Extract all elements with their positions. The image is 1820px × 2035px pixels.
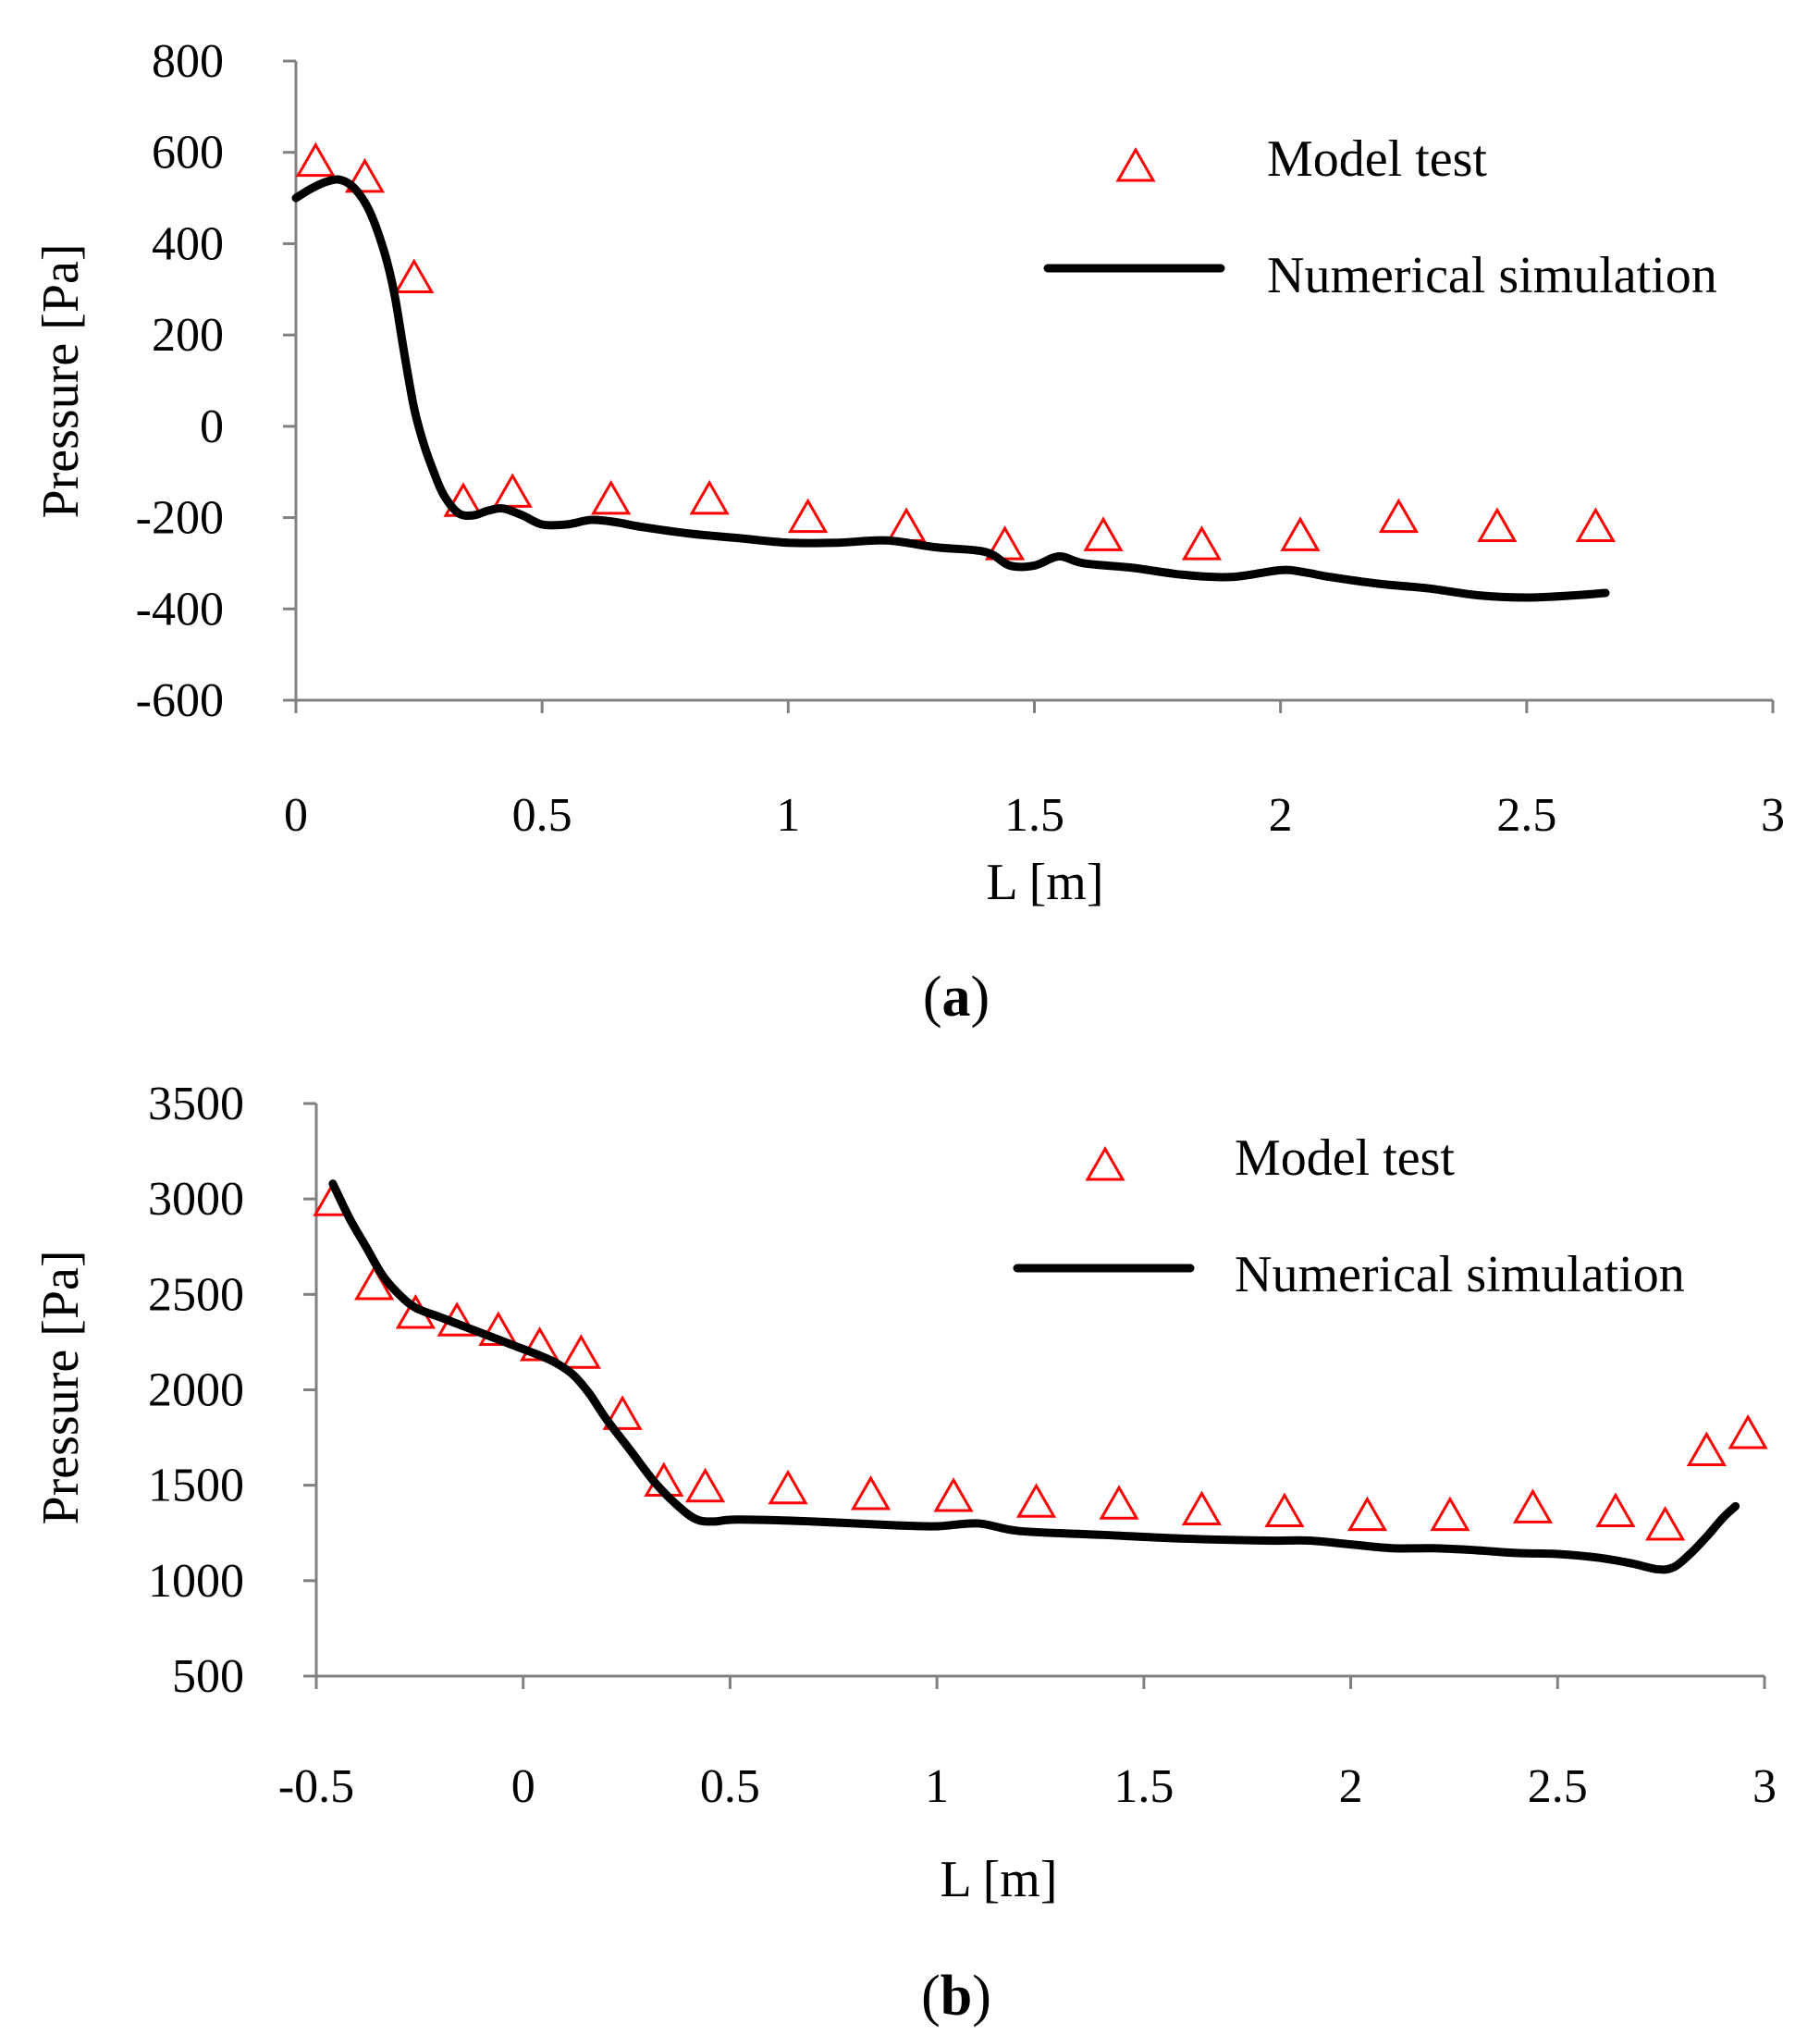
y-axis-title: Pressure [Pa] (32, 243, 90, 518)
model-test-marker (1686, 1431, 1727, 1467)
model-test-marker (1512, 1488, 1554, 1523)
model-test-marker (788, 498, 829, 534)
model-test-marker (1347, 1496, 1388, 1532)
model-test-marker (768, 1469, 808, 1505)
model-test-marker (1099, 1485, 1139, 1520)
model-test-marker (1015, 1483, 1057, 1518)
model-test-marker (1575, 507, 1616, 542)
x-tick-label: 0 (511, 1760, 535, 1813)
model-test-marker (478, 1311, 519, 1347)
numerical-simulation-line (291, 175, 1610, 602)
x-tick-label: -0.5 (278, 1760, 354, 1813)
numerical-simulation-line (328, 1179, 1740, 1574)
model-test-marker (1595, 1492, 1636, 1528)
model-test-marker (850, 1474, 892, 1511)
model-test-marker (602, 1395, 643, 1430)
legend-numerical-simulation-label: Numerical simulation (1267, 247, 1717, 304)
y-tick-label: -600 (136, 674, 224, 727)
x-tick-label: 0.5 (700, 1760, 760, 1813)
y-tick-label: 200 (152, 309, 224, 362)
y-tick-label: 800 (152, 35, 224, 88)
legend-model-test-marker (1085, 1145, 1125, 1181)
model-test-marker (591, 479, 632, 515)
x-axis-title: L [m] (987, 854, 1104, 911)
y-tick-label: 2000 (148, 1364, 244, 1417)
legend-model-test-label: Model test (1267, 130, 1487, 188)
panel-label: (b) (921, 1965, 991, 2028)
chart-panel-b: 3500 3000 2500 2000 1500 1000 500 -0.5 0 0.5 1 1.5 2… (32, 1078, 1777, 2028)
model-test-marker (1430, 1496, 1470, 1532)
x-tick-label: 3 (1752, 1760, 1777, 1813)
x-tick-label: 0.5 (512, 789, 572, 842)
x-tick-label: 2 (1269, 789, 1293, 842)
model-test-marker (1181, 525, 1223, 561)
model-test-marker (689, 479, 730, 515)
x-tick-label: 1 (776, 789, 800, 842)
y-tick-label: 3500 (148, 1078, 244, 1130)
legend-model-test-marker (1115, 146, 1156, 182)
y-tick-label: 600 (152, 127, 224, 179)
y-tick-label: 400 (152, 217, 224, 270)
chart-panel-a: 800 600 400 200 0 -200 -400 -600 0 0.5 1 1.5 2 2.5 3 Pr… (32, 35, 1785, 1029)
model-test-marker (394, 258, 435, 293)
model-test-marker (684, 1467, 726, 1503)
x-axis-title: L [m] (941, 1851, 1058, 1908)
model-test-marker (1083, 516, 1124, 551)
model-test-marker (1378, 498, 1420, 534)
x-tick-label: 1.5 (1004, 789, 1064, 842)
x-tick-label: 0 (284, 789, 308, 842)
panel-label: (a) (923, 966, 990, 1029)
model-test-marker (344, 157, 386, 193)
x-tick-label: 3 (1761, 789, 1785, 842)
legend-numerical-simulation-label: Numerical simulation (1235, 1246, 1685, 1303)
model-test-marker (354, 1265, 395, 1301)
y-tick-label: 3000 (148, 1173, 244, 1226)
y-tick-label: -400 (136, 583, 224, 635)
x-tick-label: 2.5 (1496, 789, 1556, 842)
model-test-marker (295, 142, 336, 178)
model-test-marker (1728, 1413, 1768, 1449)
y-tick-label: 2500 (148, 1268, 244, 1321)
y-axis-title: Pressure [Pa] (32, 1250, 90, 1524)
y-tick-label: 0 (200, 401, 224, 453)
x-tick-label: 2 (1339, 1760, 1363, 1813)
x-tick-label: 1.5 (1113, 1760, 1174, 1813)
model-test-marker (492, 473, 533, 508)
model-test-marker (1264, 1492, 1305, 1528)
x-tick-label: 1 (925, 1760, 949, 1813)
y-tick-label: 1500 (148, 1460, 244, 1512)
y-tick-label: 1000 (148, 1555, 244, 1608)
model-test-marker (933, 1477, 974, 1512)
model-test-marker (1477, 507, 1518, 542)
y-tick-label: -200 (136, 492, 224, 545)
y-tick-label: 500 (172, 1650, 244, 1703)
legend-model-test-label: Model test (1235, 1129, 1455, 1187)
model-test-marker (1181, 1490, 1223, 1525)
x-tick-label: 2.5 (1528, 1760, 1588, 1813)
model-test-marker (1645, 1505, 1686, 1541)
model-test-marker (886, 507, 927, 542)
model-test-marker (1280, 516, 1321, 551)
model-test-marker (560, 1334, 601, 1369)
